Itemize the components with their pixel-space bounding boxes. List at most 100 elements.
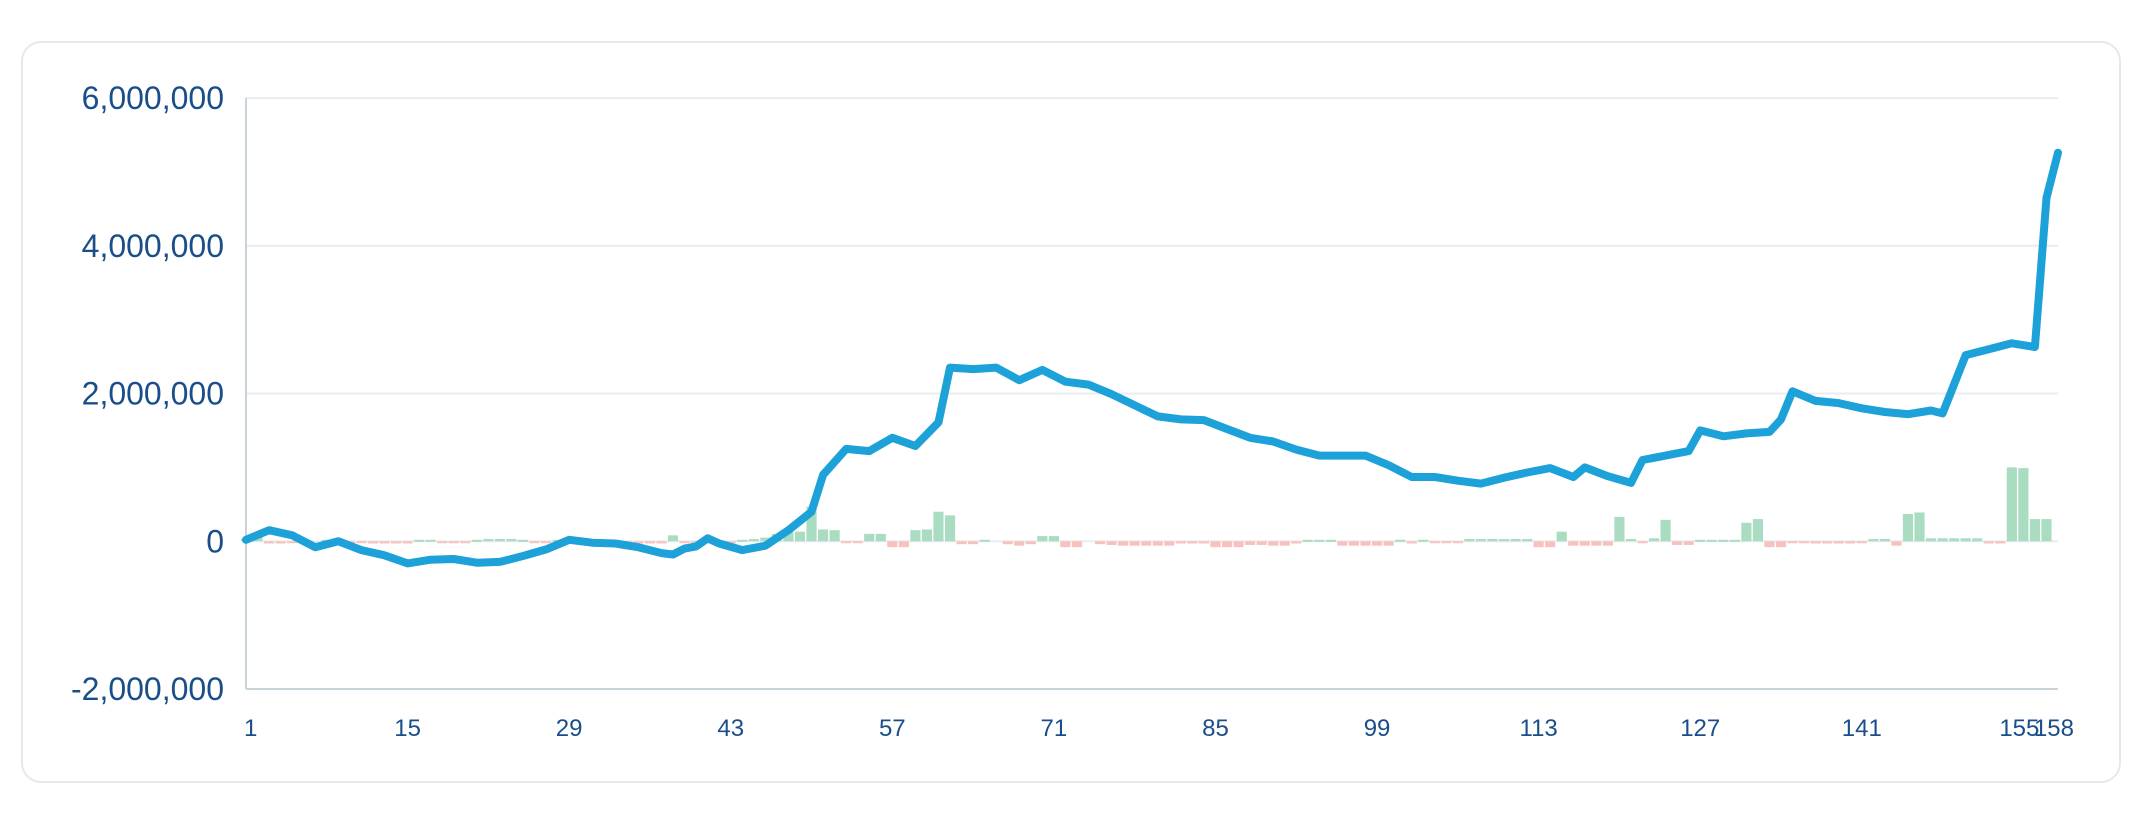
y-tick-label-2: 2,000,000 [82, 376, 224, 412]
bar-102 [1498, 539, 1510, 542]
bar-24 [529, 541, 540, 544]
bar-135 [1879, 539, 1890, 542]
x-tick-label-3: 43 [717, 715, 744, 742]
x-tick-label-2: 29 [556, 715, 583, 742]
bar-45 [817, 529, 829, 542]
bar-46 [829, 530, 840, 542]
bar-117 [1672, 541, 1683, 545]
chart-card [21, 41, 2121, 783]
bar-142 [1960, 538, 1971, 542]
bar-25 [540, 541, 552, 544]
bar-144 [1983, 541, 1994, 544]
bar-44 [806, 506, 817, 542]
bar-92 [1383, 541, 1394, 546]
bar-56 [944, 515, 956, 542]
x-tick-label-0: 1 [244, 715, 257, 742]
bar-94 [1406, 541, 1417, 544]
bar-106 [1545, 541, 1556, 548]
bar-64 [1048, 536, 1059, 542]
bar-99 [1464, 539, 1475, 542]
bar-130 [1822, 541, 1833, 544]
bar-89 [1348, 541, 1360, 546]
bar-87 [1325, 539, 1336, 542]
bar-40 [760, 537, 771, 542]
bar-79 [1233, 541, 1244, 548]
x-tick-label-11: 155 [1999, 715, 2039, 742]
x-tick-label-4: 57 [879, 715, 906, 742]
bar-141 [1949, 538, 1960, 542]
x-tick-label-10: 141 [1842, 715, 1882, 742]
bar-85 [1302, 539, 1313, 542]
bar-38 [737, 539, 748, 542]
bar-69 [1118, 541, 1129, 546]
bar-54 [921, 529, 933, 542]
bar-140 [1937, 538, 1948, 542]
bar-81 [1256, 541, 1267, 545]
bar-14 [414, 539, 425, 542]
bar-111 [1602, 541, 1613, 546]
bar-18 [460, 541, 471, 544]
bar-104 [1522, 539, 1533, 542]
y-tick-label-3: 4,000,000 [82, 228, 224, 264]
bar-114 [1637, 541, 1648, 544]
bar-86 [1314, 539, 1325, 542]
bar-39 [748, 539, 759, 542]
bar-52 [898, 541, 909, 548]
x-tick-label-8: 113 [1520, 715, 1558, 742]
bar-75 [1187, 541, 1198, 544]
series-line [242, 148, 2062, 568]
bar-95 [1418, 539, 1429, 542]
x-tick-label-7: 99 [1364, 715, 1391, 742]
x-tick-label-1: 15 [394, 715, 421, 742]
bar-132 [1845, 541, 1856, 544]
bar-96 [1429, 541, 1440, 544]
bar-57 [956, 541, 967, 545]
bar-48 [852, 541, 863, 544]
bar-77 [1210, 541, 1221, 548]
bar-76 [1198, 541, 1210, 544]
bar-118 [1683, 541, 1694, 545]
bar-123 [1741, 522, 1752, 542]
bar-73 [1164, 541, 1175, 546]
y-tick-label-4: 6,000,000 [82, 80, 224, 116]
y-tick-label-0: -2,000,000 [71, 671, 224, 707]
bar-110 [1591, 541, 1602, 546]
bar-148 [2029, 519, 2040, 542]
bar-49 [864, 533, 875, 542]
bar-20 [483, 539, 494, 542]
bar-53 [910, 530, 921, 542]
bar-10 [367, 541, 379, 544]
bar-70 [1129, 541, 1140, 546]
bar-93 [1395, 539, 1406, 542]
bar-124 [1752, 519, 1764, 542]
x-tick-label-12: 158 [2034, 715, 2074, 742]
bar-58 [968, 541, 979, 545]
bar-139 [1925, 538, 1937, 542]
bar-47 [841, 541, 852, 544]
bar-121 [1718, 539, 1729, 542]
bar-101 [1487, 539, 1498, 542]
bar-116 [1660, 519, 1671, 542]
bar-22 [506, 539, 517, 542]
bar-107 [1556, 531, 1567, 542]
bar-21 [494, 539, 505, 542]
bar-126 [1775, 541, 1787, 548]
bar-100 [1475, 539, 1487, 542]
bar-4 [287, 541, 298, 544]
bar-125 [1764, 541, 1775, 548]
bar-149 [2041, 519, 2052, 542]
bar-143 [1972, 538, 1983, 542]
bar-72 [1152, 541, 1163, 546]
bar-134 [1868, 539, 1879, 542]
bar-98 [1452, 541, 1463, 544]
bar-78 [1221, 541, 1233, 548]
bar-128 [1799, 541, 1810, 544]
x-tick-label-9: 127 [1680, 715, 1720, 742]
x-tick-label-5: 71 [1041, 715, 1068, 742]
bar-61 [1014, 541, 1025, 546]
bar-68 [1106, 541, 1117, 545]
bar-34 [679, 541, 690, 544]
bar-120 [1706, 539, 1717, 542]
bar-17 [448, 541, 459, 544]
